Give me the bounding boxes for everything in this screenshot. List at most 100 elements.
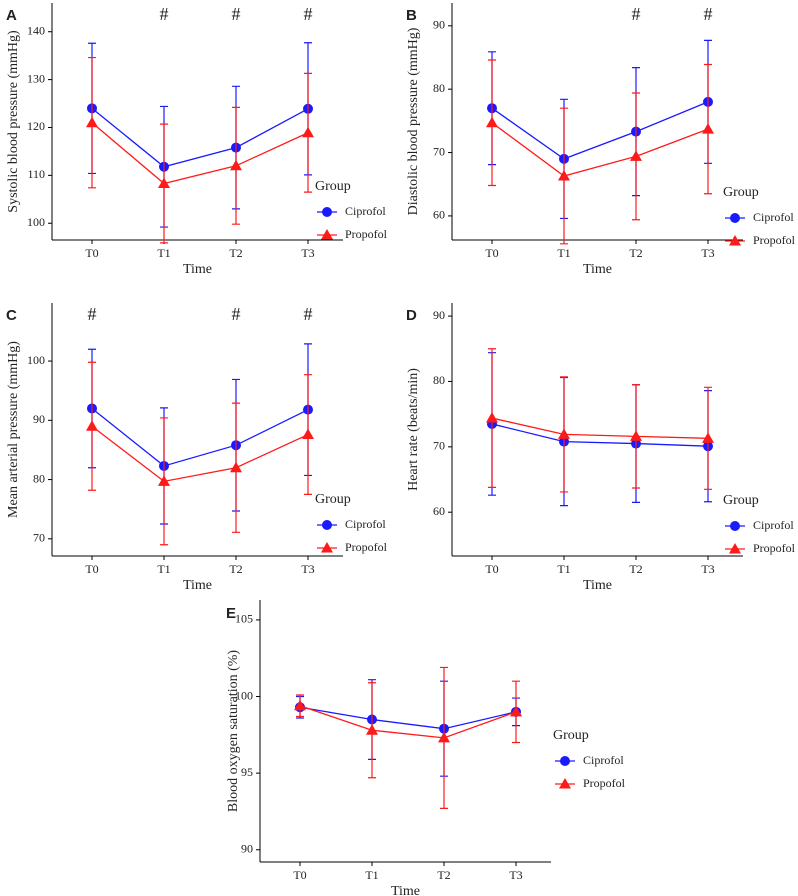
legend-title: Group bbox=[723, 185, 759, 200]
x-tick-label: T1 bbox=[365, 868, 378, 882]
legend-label: Ciprofol bbox=[345, 204, 386, 218]
marker bbox=[302, 126, 314, 138]
legend-label: Propofol bbox=[345, 227, 388, 241]
x-tick-label: T3 bbox=[301, 246, 314, 260]
y-tick-label: 100 bbox=[27, 215, 45, 229]
marker bbox=[321, 542, 333, 553]
marker bbox=[86, 116, 98, 128]
series-line bbox=[491, 122, 709, 177]
x-tick-label: T1 bbox=[157, 246, 170, 260]
legend-label: Ciprofol bbox=[583, 753, 624, 767]
significance-mark: # bbox=[704, 4, 713, 24]
marker bbox=[86, 420, 98, 431]
marker bbox=[560, 756, 570, 766]
panel: D 60 70 80 90 T0 T1 T2 T3 Time Heart rate (beats/m… bbox=[406, 303, 796, 593]
marker bbox=[730, 521, 740, 531]
y-tick-label: 70 bbox=[433, 439, 445, 453]
significance-mark: # bbox=[160, 4, 169, 24]
marker bbox=[559, 778, 571, 789]
legend-label: Ciprofol bbox=[753, 210, 794, 224]
marker bbox=[558, 169, 570, 181]
legend-label: Ciprofol bbox=[753, 518, 794, 532]
marker bbox=[702, 432, 714, 443]
significance-mark: # bbox=[232, 304, 241, 324]
y-tick-label: 80 bbox=[33, 471, 45, 485]
y-tick-label: 120 bbox=[27, 119, 45, 133]
y-tick-label: 80 bbox=[433, 373, 445, 387]
significance-mark: # bbox=[632, 4, 641, 24]
marker bbox=[302, 428, 314, 440]
x-tick-label: T0 bbox=[485, 562, 498, 576]
x-axis-label: Time bbox=[183, 262, 212, 277]
marker bbox=[729, 235, 741, 246]
marker bbox=[630, 430, 642, 441]
x-tick-label: T3 bbox=[701, 562, 714, 576]
marker bbox=[486, 116, 498, 128]
y-tick-label: 60 bbox=[433, 504, 445, 518]
x-tick-label: T1 bbox=[157, 562, 170, 576]
marker bbox=[230, 461, 242, 473]
y-tick-label: 90 bbox=[433, 18, 445, 32]
x-tick-label: T3 bbox=[301, 562, 314, 576]
y-tick-label: 140 bbox=[27, 23, 45, 37]
x-tick-label: T2 bbox=[629, 562, 642, 576]
legend-title: Group bbox=[723, 493, 759, 508]
series-line bbox=[491, 417, 709, 439]
series-line bbox=[299, 706, 517, 730]
y-tick-label: 90 bbox=[241, 841, 253, 855]
significance-mark: # bbox=[88, 304, 97, 324]
significance-mark: # bbox=[304, 4, 313, 24]
series-line bbox=[91, 122, 309, 185]
series-line bbox=[91, 407, 309, 467]
x-axis-label: Time bbox=[583, 578, 612, 593]
panel-label: B bbox=[406, 7, 417, 24]
marker bbox=[730, 213, 740, 223]
marker bbox=[558, 428, 570, 439]
panel: E 90 95 100 105 T0 T1 T2 T3 Time Blood oxygen satu… bbox=[226, 600, 626, 896]
x-tick-label: T3 bbox=[509, 868, 522, 882]
legend-label: Propofol bbox=[753, 541, 796, 555]
x-tick-label: T0 bbox=[485, 246, 498, 260]
series-line bbox=[491, 423, 709, 447]
series-line bbox=[91, 107, 309, 168]
marker bbox=[294, 699, 306, 711]
y-tick-label: 100 bbox=[27, 353, 45, 367]
marker bbox=[486, 412, 498, 423]
marker bbox=[322, 520, 332, 530]
x-tick-label: T1 bbox=[557, 246, 570, 260]
significance-mark: # bbox=[232, 4, 241, 24]
marker bbox=[438, 731, 450, 743]
x-tick-label: T2 bbox=[229, 562, 242, 576]
y-tick-label: 130 bbox=[27, 71, 45, 85]
y-axis-label: Blood oxygen saturation (%) bbox=[226, 650, 241, 812]
panel-label: D bbox=[406, 307, 417, 324]
marker bbox=[158, 475, 170, 486]
marker bbox=[158, 177, 170, 189]
y-tick-label: 90 bbox=[33, 412, 45, 426]
legend-label: Propofol bbox=[583, 776, 626, 790]
y-axis-label: Heart rate (beats/min) bbox=[406, 368, 421, 491]
panel-label: C bbox=[6, 307, 17, 324]
y-tick-label: 95 bbox=[241, 765, 253, 779]
legend-title: Group bbox=[315, 492, 351, 507]
y-axis-label: Mean arterial pressure (mmHg) bbox=[6, 341, 21, 518]
legend-title: Group bbox=[553, 728, 589, 743]
significance-mark: # bbox=[304, 304, 313, 324]
series-line bbox=[299, 705, 517, 739]
x-tick-label: T2 bbox=[629, 246, 642, 260]
panel: C 70 80 90 100 T0 # T1 T2 # T3 # Time Mean arterial p… bbox=[6, 303, 388, 593]
y-axis-label: Systolic blood pressure (mmHg) bbox=[6, 30, 21, 213]
x-tick-label: T2 bbox=[437, 868, 450, 882]
marker bbox=[321, 229, 333, 240]
series-line bbox=[91, 425, 309, 483]
y-tick-label: 80 bbox=[433, 81, 445, 95]
panel-label: E bbox=[226, 605, 236, 622]
x-tick-label: T2 bbox=[229, 246, 242, 260]
marker bbox=[729, 543, 741, 554]
x-axis-label: Time bbox=[391, 884, 420, 896]
panel: B 60 70 80 90 T0 T1 T2 # T3 # Time Diastolic blood p… bbox=[406, 3, 796, 277]
y-tick-label: 60 bbox=[433, 208, 445, 222]
marker bbox=[230, 159, 242, 171]
marker bbox=[366, 724, 378, 735]
